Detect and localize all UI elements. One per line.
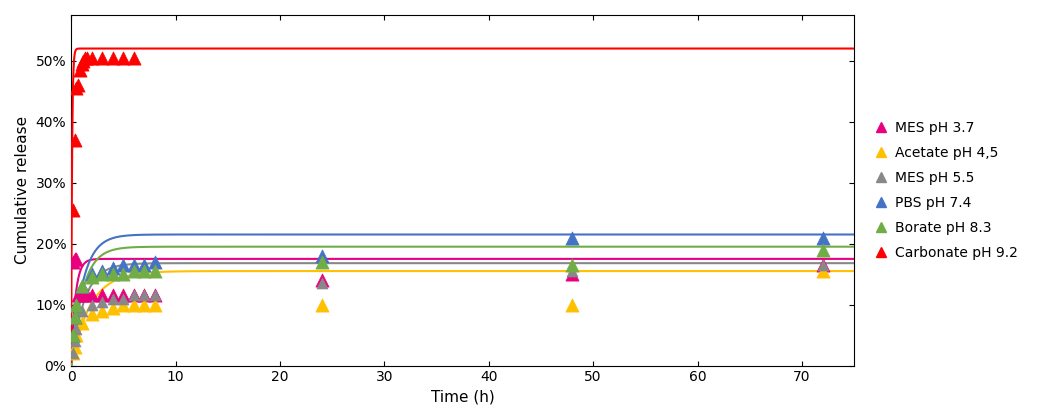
Point	[66, 136, 83, 143]
Point	[126, 292, 142, 299]
Point	[136, 262, 153, 268]
Point	[77, 54, 94, 61]
Point	[314, 280, 330, 286]
Point	[564, 301, 581, 308]
Point	[84, 310, 101, 317]
Point	[74, 283, 90, 290]
Point	[66, 313, 83, 320]
Point	[72, 66, 88, 73]
Point	[69, 301, 85, 308]
Point	[69, 326, 85, 332]
Point	[66, 313, 83, 320]
Point	[126, 268, 142, 274]
Point	[115, 295, 132, 302]
Point	[146, 301, 163, 308]
Point	[564, 271, 581, 278]
Point	[146, 292, 163, 299]
Point	[314, 259, 330, 265]
Point	[69, 255, 85, 262]
Point	[105, 271, 122, 278]
Point	[69, 301, 85, 308]
Y-axis label: Cumulative release: Cumulative release	[15, 116, 30, 264]
Point	[84, 274, 101, 281]
Point	[136, 292, 153, 299]
Point	[146, 292, 163, 299]
Point	[314, 252, 330, 259]
Point	[815, 247, 831, 253]
Point	[74, 283, 90, 290]
Point	[115, 292, 132, 299]
Point	[95, 54, 111, 61]
Point	[70, 82, 86, 89]
Point	[84, 301, 101, 308]
Point	[105, 304, 122, 311]
Point	[314, 301, 330, 308]
Point	[95, 268, 111, 274]
Point	[66, 255, 83, 262]
Point	[105, 295, 122, 302]
Point	[79, 292, 96, 299]
Point	[105, 54, 122, 61]
X-axis label: Time (h): Time (h)	[431, 390, 495, 405]
Point	[84, 271, 101, 278]
Point	[64, 259, 81, 265]
Point	[66, 338, 83, 344]
Point	[64, 332, 81, 339]
Point	[126, 54, 142, 61]
Point	[75, 58, 91, 64]
Point	[815, 268, 831, 274]
Point	[79, 54, 96, 61]
Point	[815, 234, 831, 241]
Point	[136, 292, 153, 299]
Point	[115, 54, 132, 61]
Point	[74, 60, 90, 67]
Point	[69, 85, 85, 92]
Point	[74, 320, 90, 326]
Point	[105, 265, 122, 271]
Point	[815, 262, 831, 268]
Point	[126, 301, 142, 308]
Point	[564, 262, 581, 268]
Point	[66, 344, 83, 351]
Point	[314, 277, 330, 284]
Point	[95, 271, 111, 278]
Point	[136, 268, 153, 274]
Point	[74, 307, 90, 314]
Point	[815, 262, 831, 268]
Point	[95, 298, 111, 305]
Point	[115, 262, 132, 268]
Point	[70, 292, 86, 299]
Legend: MES pH 3.7, Acetate pH 4,5, MES pH 5.5, PBS pH 7.4, Borate pH 8.3, Carbonate pH : MES pH 3.7, Acetate pH 4,5, MES pH 5.5, …	[869, 115, 1023, 265]
Point	[564, 234, 581, 241]
Point	[95, 307, 111, 314]
Point	[64, 207, 81, 213]
Point	[64, 332, 81, 339]
Point	[64, 350, 81, 357]
Point	[105, 292, 122, 299]
Point	[126, 292, 142, 299]
Point	[115, 271, 132, 278]
Point	[74, 292, 90, 299]
Point	[126, 262, 142, 268]
Point	[84, 292, 101, 299]
Point	[69, 332, 85, 339]
Point	[564, 268, 581, 274]
Point	[115, 301, 132, 308]
Point	[146, 259, 163, 265]
Point	[95, 292, 111, 299]
Point	[146, 268, 163, 274]
Point	[84, 54, 101, 61]
Point	[136, 301, 153, 308]
Point	[64, 350, 81, 357]
